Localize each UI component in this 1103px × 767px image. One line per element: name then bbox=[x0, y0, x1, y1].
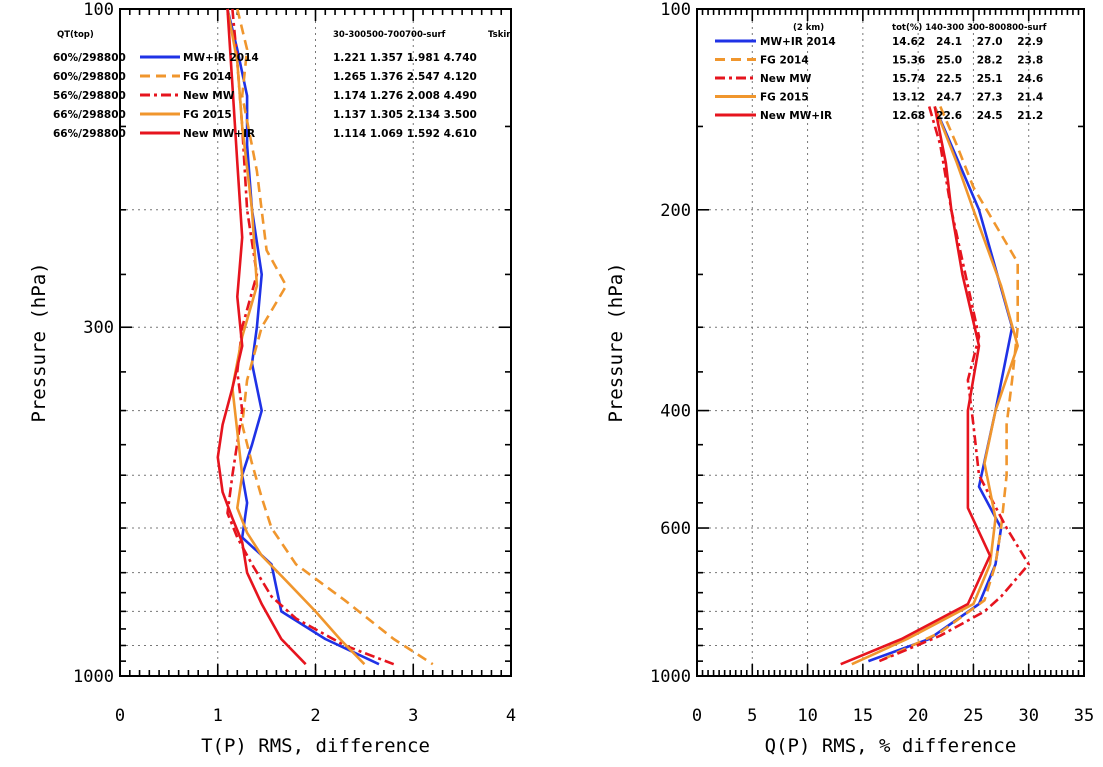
y-tick-label: 100 bbox=[83, 0, 114, 20]
x-tick-label: 4 bbox=[506, 706, 516, 726]
legend-series-name: MW+IR 2014 bbox=[183, 52, 259, 64]
legend-header-left: QT(top) bbox=[57, 30, 94, 40]
legend-stats: 15.74 22.5 25.1 24.6 bbox=[892, 73, 1043, 85]
legend-left-label: 60%/298800 bbox=[53, 71, 126, 83]
x-tick-label: 25 bbox=[963, 706, 983, 726]
legend-stats: 12.68 22.6 24.5 21.2 bbox=[892, 110, 1043, 122]
legend-series-name: FG 2015 bbox=[183, 109, 232, 121]
y-tick-label: 100 bbox=[660, 0, 691, 20]
x-tick-label: 10 bbox=[797, 706, 817, 726]
x-tick-label: 30 bbox=[1018, 706, 1038, 726]
legend-series-name: FG 2014 bbox=[183, 71, 232, 83]
legend-left-label: 66%/298800 bbox=[53, 128, 126, 140]
legend-header-tskin: Tskin bbox=[488, 30, 512, 40]
legend-stats: 1.221 1.357 1.981 4.740 bbox=[333, 52, 477, 64]
plot-area bbox=[697, 9, 1084, 676]
series-line bbox=[878, 105, 1020, 663]
legend-series-name: MW+IR 2014 bbox=[760, 36, 836, 48]
y-tick-label: 1000 bbox=[650, 667, 691, 687]
series-line bbox=[867, 105, 1014, 663]
legend-header-columns: 30-300500-700700-surf bbox=[333, 30, 446, 40]
series-line bbox=[226, 8, 380, 666]
y-tick-label: 200 bbox=[660, 201, 691, 221]
plot-frame bbox=[119, 8, 512, 677]
legend-left-label: 60%/298800 bbox=[53, 52, 126, 64]
legend-series-name: FG 2014 bbox=[760, 55, 809, 67]
x-tick-label: 0 bbox=[115, 706, 125, 726]
y-tick-label: 300 bbox=[83, 318, 114, 338]
x-axis-title: Q(P) RMS, % difference bbox=[765, 735, 1017, 757]
legend-series-name: FG 2015 bbox=[760, 92, 809, 104]
series-line bbox=[878, 106, 1030, 663]
series-line bbox=[851, 106, 1020, 666]
x-tick-label: 1 bbox=[213, 706, 223, 726]
series-line bbox=[216, 8, 307, 666]
x-tick-label: 3 bbox=[408, 706, 418, 726]
legend-stats: 1.174 1.276 2.008 4.490 bbox=[333, 90, 477, 102]
x-tick-label: 2 bbox=[310, 706, 320, 726]
x-tick-label: 15 bbox=[853, 706, 873, 726]
x-axis-title: T(P) RMS, difference bbox=[201, 735, 430, 757]
x-tick-label: 20 bbox=[908, 706, 928, 726]
legend-series-name: New MW+IR bbox=[760, 110, 832, 122]
y-axis-title: Pressure (hPa) bbox=[28, 262, 50, 422]
legend-left-label: 66%/298800 bbox=[53, 109, 126, 121]
plot-frame bbox=[696, 8, 1085, 677]
legend-series-name: New MW bbox=[760, 73, 812, 85]
x-tick-label: 35 bbox=[1074, 706, 1094, 726]
y-tick-label: 600 bbox=[660, 519, 691, 539]
legend-stats: 14.62 24.1 27.0 22.9 bbox=[892, 36, 1043, 48]
legend-series-name: New MW+IR bbox=[183, 128, 255, 140]
legend-series-name: New MW bbox=[183, 90, 235, 102]
legend-stats: 13.12 24.7 27.3 21.4 bbox=[892, 92, 1043, 104]
series-line bbox=[236, 8, 434, 666]
plot-area bbox=[120, 9, 511, 676]
legend-stats: 1.137 1.305 2.134 3.500 bbox=[333, 109, 477, 121]
legend-stats: 1.114 1.069 1.592 4.610 bbox=[333, 128, 477, 140]
legend-stats: 15.36 25.0 28.2 23.8 bbox=[892, 55, 1043, 67]
series-line bbox=[840, 106, 992, 666]
y-tick-label: 1000 bbox=[73, 667, 114, 687]
y-tick-label: 400 bbox=[660, 402, 691, 422]
x-tick-label: 0 bbox=[692, 706, 702, 726]
y-axis-title: Pressure (hPa) bbox=[605, 262, 627, 422]
legend-left-label: 56%/298800 bbox=[53, 90, 126, 102]
legend-header-left: (2 km) bbox=[793, 23, 824, 33]
series-line bbox=[226, 8, 366, 666]
legend-header-columns: tot(%) 140-300 300-800800-surf bbox=[892, 23, 1047, 33]
legend-stats: 1.265 1.376 2.547 4.120 bbox=[333, 71, 477, 83]
x-tick-label: 5 bbox=[747, 706, 757, 726]
